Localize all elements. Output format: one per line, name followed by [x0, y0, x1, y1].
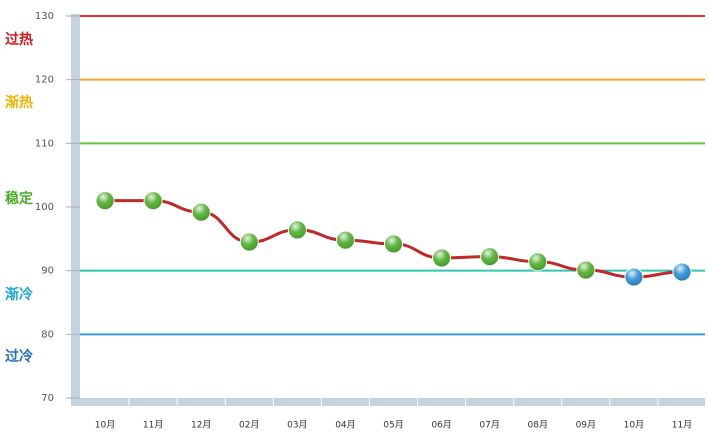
- zone-label: 渐冷: [5, 286, 33, 303]
- x-tick-label: 06月: [431, 420, 451, 431]
- zone-label: 过冷: [5, 348, 33, 365]
- x-tick-label: 07月: [479, 420, 499, 431]
- x-tick-label: 02月: [239, 420, 259, 431]
- point-shine: [144, 191, 163, 210]
- point-shine: [480, 247, 499, 266]
- zone-label: 过热: [5, 31, 33, 48]
- y-tick-label: 130: [35, 11, 54, 22]
- point-shine: [96, 191, 115, 210]
- x-tick-label: 03月: [287, 420, 307, 431]
- point-shine: [528, 252, 547, 271]
- point-shine: [576, 261, 595, 280]
- x-tick-label: 08月: [528, 420, 548, 431]
- point-shine: [288, 220, 307, 239]
- y-tick-label: 120: [35, 75, 54, 86]
- point-shine: [624, 268, 643, 287]
- x-tick-label: 11月: [143, 420, 163, 431]
- x-axis-bar: [71, 398, 705, 406]
- x-tick-label: 05月: [383, 420, 403, 431]
- x-tick-label: 12月: [191, 420, 211, 431]
- y-axis-bar: [71, 14, 80, 406]
- y-tick-label: 110: [35, 138, 54, 149]
- point-shine: [336, 231, 355, 250]
- x-tick-label: 04月: [335, 420, 355, 431]
- x-tick-label: 10月: [95, 420, 115, 431]
- y-tick-label: 90: [41, 266, 54, 277]
- zone-label: 渐热: [5, 94, 33, 111]
- y-tick-label: 70: [41, 393, 54, 404]
- y-tick-label: 100: [35, 202, 54, 213]
- point-shine: [192, 203, 211, 222]
- point-shine: [240, 233, 259, 252]
- point-shine: [672, 262, 691, 281]
- x-tick-label: 09月: [576, 420, 596, 431]
- point-shine: [384, 234, 403, 253]
- x-tick-label: 11月: [672, 420, 692, 431]
- point-shine: [432, 248, 451, 267]
- y-tick-label: 80: [41, 329, 54, 340]
- x-tick-label: 10月: [624, 420, 644, 431]
- zone-label: 稳定: [5, 190, 33, 207]
